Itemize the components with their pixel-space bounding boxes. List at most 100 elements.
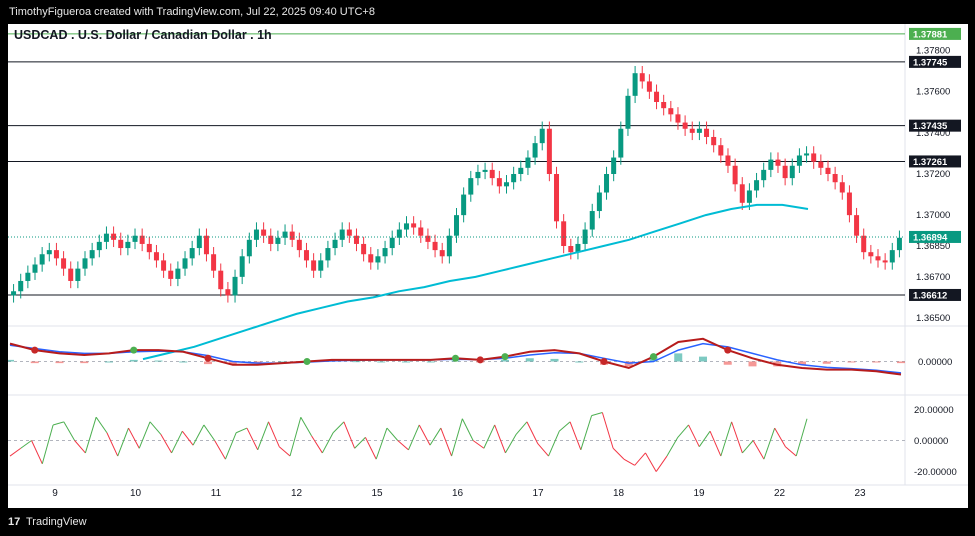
candle-body xyxy=(832,174,838,183)
macd-cross-dot xyxy=(600,358,608,365)
macd-cross-dot xyxy=(130,346,138,354)
last-price-label-bg xyxy=(909,230,961,243)
candle-body xyxy=(639,73,645,82)
candle-body xyxy=(604,174,610,193)
macd-histogram-bar xyxy=(129,359,138,362)
candle-body xyxy=(253,229,259,240)
oscillator-segment xyxy=(731,421,743,454)
macd-cross-dot xyxy=(476,356,484,364)
macd-histogram-bar xyxy=(30,361,39,364)
price-tick-label: 1.36700 xyxy=(916,272,950,283)
level-label: 1.37435 xyxy=(913,121,948,132)
price-tick-label: 1.37400 xyxy=(916,128,950,139)
candle-body xyxy=(582,229,588,244)
oscillator-segment xyxy=(192,424,205,446)
candle-body xyxy=(303,250,309,261)
oscillator-segment xyxy=(795,418,808,457)
candle-body xyxy=(796,155,802,166)
candle-body xyxy=(168,270,174,279)
oscillator-segment xyxy=(74,440,86,454)
candle-body xyxy=(854,215,860,236)
macd-histogram-bar xyxy=(426,361,435,363)
oscillator-segment xyxy=(41,424,54,464)
level-label: 1.37261 xyxy=(913,157,948,168)
oscillator-segment xyxy=(494,424,506,454)
macd-tick-label: 0.00000 xyxy=(918,357,952,368)
candle-body xyxy=(868,252,874,257)
candle-body xyxy=(289,231,295,240)
macd-histogram-bar xyxy=(822,361,831,364)
footer-brand: TradingView xyxy=(26,516,87,528)
oscillator-segment xyxy=(214,440,226,460)
candle-body xyxy=(861,235,867,253)
chart-title: USDCAD . U.S. Dollar / Canadian Dollar .… xyxy=(14,28,272,42)
candle-body xyxy=(368,254,374,263)
candle-body xyxy=(61,258,67,269)
x-axis-label: 17 xyxy=(532,488,544,499)
oscillator-segment xyxy=(203,424,216,441)
price-tick-label: 1.37600 xyxy=(916,87,950,98)
oscillator-segment xyxy=(321,432,334,454)
candle-body xyxy=(732,165,738,185)
candle-body xyxy=(496,178,502,187)
oscillator-segment xyxy=(752,440,765,460)
candle-body xyxy=(511,174,517,183)
macd-histogram-bar xyxy=(624,361,633,367)
candle-body xyxy=(125,241,131,249)
macd-cross-dot xyxy=(31,346,39,354)
candle-body xyxy=(325,248,331,261)
candle-body xyxy=(103,233,109,242)
oscillator-segment xyxy=(461,418,474,441)
candle-body xyxy=(153,252,159,261)
oscillator-segment xyxy=(612,447,625,460)
level-label-bg xyxy=(909,288,961,301)
macd-histogram-bar xyxy=(525,358,534,362)
chart-svg[interactable]: CAD1.378001.376001.374001.372001.370001.… xyxy=(8,24,968,508)
candle-body xyxy=(539,128,545,144)
candle-body xyxy=(711,136,717,146)
macd-histogram-bar xyxy=(55,361,64,364)
candle-body xyxy=(554,174,560,222)
candle-body xyxy=(432,241,438,251)
macd-histogram-bar xyxy=(105,361,113,363)
candle-body xyxy=(339,229,345,240)
price-tick-label: 1.36500 xyxy=(916,313,950,324)
x-axis-label: 12 xyxy=(291,488,303,499)
candle-body xyxy=(775,159,781,166)
oscillator-segment xyxy=(569,421,582,451)
price-tick-label: 1.37800 xyxy=(916,46,950,57)
candle-body xyxy=(839,182,845,193)
oscillator-segment xyxy=(63,421,76,441)
candle-body xyxy=(96,241,102,251)
level-label-bg xyxy=(909,155,961,168)
oscillator-segment xyxy=(720,421,733,457)
x-axis-label: 18 xyxy=(613,488,625,499)
candle-body xyxy=(689,128,695,133)
candle-body xyxy=(818,161,824,168)
oscillator-segment xyxy=(117,427,129,457)
candle-body xyxy=(218,270,224,290)
candle-body xyxy=(175,268,181,279)
candle-body xyxy=(746,190,752,203)
macd-histogram-bar xyxy=(204,361,212,365)
x-axis-label: 9 xyxy=(52,488,58,499)
candle-body xyxy=(882,260,888,263)
candle-body xyxy=(896,237,902,251)
candle-body xyxy=(739,184,745,203)
oscillator-segment xyxy=(698,430,711,447)
macd-histogram-bar xyxy=(8,359,14,362)
oscillator-segment xyxy=(343,421,356,449)
candle-body xyxy=(546,128,552,174)
candle-body xyxy=(246,239,252,257)
candle-body xyxy=(561,221,567,246)
candle-body xyxy=(82,258,88,269)
oscillator-segment xyxy=(558,421,571,432)
oscillator-segment xyxy=(655,455,668,472)
candle-body xyxy=(139,235,145,244)
oscillator-segment xyxy=(128,427,140,449)
chart-area[interactable]: CAD1.378001.376001.374001.372001.370001.… xyxy=(8,24,968,508)
macd-cross-dot xyxy=(452,354,459,362)
macd-histogram-bar xyxy=(798,361,806,365)
candle-body xyxy=(589,211,595,230)
